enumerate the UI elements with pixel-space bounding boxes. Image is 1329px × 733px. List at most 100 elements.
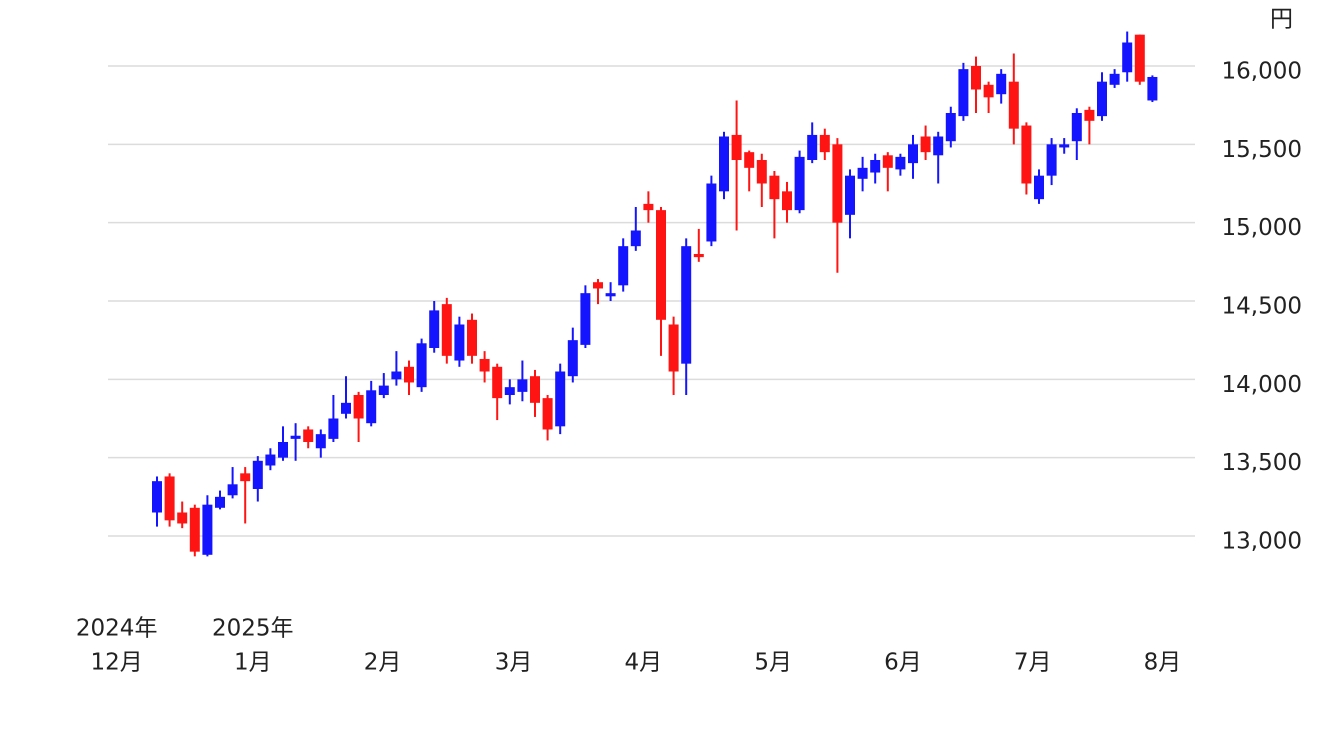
candle-body bbox=[328, 418, 339, 439]
candle-body bbox=[794, 156, 805, 211]
candle-body bbox=[315, 434, 326, 449]
candle-body bbox=[555, 371, 566, 427]
candle-body bbox=[908, 144, 918, 164]
candle-body bbox=[1134, 34, 1145, 82]
candle-body bbox=[542, 398, 553, 430]
candle-body bbox=[1147, 76, 1158, 101]
candle-body bbox=[567, 340, 578, 377]
candle-body bbox=[416, 343, 427, 388]
candle-body bbox=[240, 473, 251, 482]
candle-body bbox=[1071, 113, 1082, 142]
x-tick-label: 2月 bbox=[364, 650, 402, 676]
candle-body bbox=[404, 366, 414, 383]
candle-body bbox=[265, 454, 276, 466]
candle-body bbox=[1122, 42, 1133, 73]
y-tick-label: 16,000 bbox=[1222, 59, 1302, 85]
candle-body bbox=[744, 152, 755, 168]
candle-body bbox=[530, 376, 540, 403]
candle-body bbox=[832, 144, 843, 223]
candle-body bbox=[353, 395, 364, 419]
candle-body bbox=[895, 156, 906, 170]
candle-body bbox=[366, 390, 377, 424]
candle-body bbox=[215, 496, 225, 508]
candle-body bbox=[479, 358, 490, 372]
candle-body bbox=[958, 69, 969, 117]
x-year-label: 2024年 bbox=[76, 616, 158, 642]
candle-body bbox=[945, 113, 956, 142]
candle-body bbox=[593, 282, 603, 289]
x-tick-label: 12月 bbox=[91, 650, 143, 676]
candle-body bbox=[202, 504, 213, 555]
x-tick-label: 6月 bbox=[884, 650, 922, 676]
candle-body bbox=[1097, 81, 1107, 117]
candle-body bbox=[1046, 144, 1057, 176]
y-tick-label: 14,500 bbox=[1222, 294, 1302, 320]
candle-body bbox=[882, 155, 893, 168]
candle-body bbox=[504, 387, 515, 395]
x-tick-label: 7月 bbox=[1014, 650, 1052, 676]
candle-body bbox=[857, 167, 868, 179]
candle-body bbox=[290, 435, 301, 439]
candle-body bbox=[807, 134, 818, 160]
x-tick-label: 3月 bbox=[495, 650, 533, 676]
candle-body bbox=[693, 254, 704, 258]
candle-body bbox=[643, 203, 654, 211]
candle-body bbox=[630, 230, 641, 247]
x-year-label: 2025年 bbox=[212, 616, 294, 642]
x-tick-label: 5月 bbox=[754, 650, 792, 676]
candle-body bbox=[152, 481, 162, 513]
candle-body bbox=[467, 319, 477, 356]
candle-body bbox=[731, 134, 742, 160]
y-tick-label: 13,000 bbox=[1222, 529, 1302, 555]
candle-body bbox=[189, 507, 200, 552]
candle-body bbox=[605, 293, 616, 297]
candle-body bbox=[618, 246, 629, 286]
y-tick-label: 13,500 bbox=[1222, 450, 1302, 476]
candle-body bbox=[378, 385, 389, 395]
candle-body bbox=[580, 293, 591, 345]
candle-body bbox=[656, 210, 666, 320]
candle-body bbox=[177, 512, 188, 524]
candle-body bbox=[492, 366, 503, 399]
candle-body bbox=[845, 175, 855, 215]
candle-body bbox=[391, 371, 402, 380]
x-tick-label: 8月 bbox=[1144, 650, 1182, 676]
candle-body bbox=[870, 160, 881, 173]
candle-body bbox=[303, 429, 314, 442]
candle-body bbox=[341, 402, 351, 414]
candle-body bbox=[681, 246, 692, 364]
candle-body bbox=[441, 304, 452, 356]
y-tick-label: 15,500 bbox=[1222, 137, 1302, 163]
y-tick-label: 14,000 bbox=[1222, 372, 1302, 398]
candle-body bbox=[971, 66, 981, 90]
candle-body bbox=[920, 136, 931, 153]
candle-body bbox=[782, 191, 792, 211]
candle-body bbox=[769, 175, 780, 200]
candle-body bbox=[933, 136, 944, 156]
candle-body bbox=[429, 310, 440, 348]
candle-body bbox=[996, 73, 1007, 95]
candle-body bbox=[1059, 144, 1070, 148]
y-tick-label: 15,000 bbox=[1222, 215, 1302, 241]
candle-body bbox=[1084, 109, 1095, 121]
candle-body bbox=[227, 484, 238, 496]
candle-body bbox=[719, 136, 729, 192]
candle-body bbox=[517, 379, 528, 392]
candle-body bbox=[756, 160, 767, 184]
candle-body bbox=[1008, 81, 1019, 129]
candle-body bbox=[454, 324, 465, 361]
y-unit: 円 bbox=[1270, 7, 1293, 33]
x-tick-label: 4月 bbox=[625, 650, 663, 676]
candle-body bbox=[983, 84, 994, 98]
candle-body bbox=[668, 324, 679, 372]
candle-body bbox=[1109, 73, 1120, 85]
candle-body bbox=[278, 442, 288, 458]
candle-body bbox=[1034, 175, 1044, 200]
candle-body bbox=[164, 476, 175, 521]
candle-body bbox=[819, 134, 830, 153]
x-tick-label: 1月 bbox=[234, 650, 272, 676]
candle-body bbox=[1021, 125, 1032, 184]
candle-body bbox=[252, 460, 263, 489]
candle-body bbox=[706, 183, 717, 242]
